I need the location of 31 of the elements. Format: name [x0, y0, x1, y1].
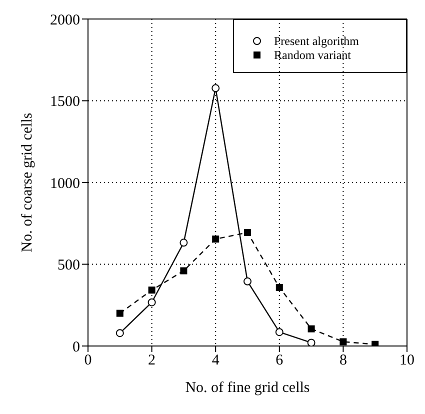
- point: [116, 329, 124, 338]
- point: [212, 236, 220, 243]
- x-tick-label: 6: [276, 352, 284, 369]
- x-tick-label: 0: [84, 352, 92, 369]
- y-tick-label: 500: [58, 258, 80, 274]
- point: [307, 338, 316, 346]
- point: [212, 84, 220, 92]
- point: [180, 267, 188, 274]
- y-tick-label: 1000: [50, 176, 80, 192]
- y-tick-label: 2000: [50, 12, 80, 28]
- point: [340, 338, 347, 346]
- y-axis-title: No. of coarse grid cells: [19, 112, 36, 252]
- point: [116, 310, 124, 317]
- point: [244, 229, 251, 236]
- legend-label: Random variant: [274, 48, 351, 62]
- x-tick-label: 4: [212, 352, 220, 369]
- y-tick-label: 1500: [50, 94, 80, 110]
- x-axis-title: No. of fine grid cells: [185, 380, 310, 396]
- point: [180, 238, 188, 247]
- y-tick-label: 0: [72, 339, 80, 356]
- x-tick-label: 10: [400, 352, 414, 369]
- point: [308, 325, 315, 332]
- x-tick-label: 2: [148, 352, 156, 369]
- point: [148, 286, 156, 294]
- point: [372, 340, 379, 346]
- point: [244, 277, 252, 286]
- legend-label: Present algorithm: [274, 34, 359, 48]
- point: [148, 298, 156, 306]
- x-tick-label: 8: [339, 352, 347, 369]
- point: [275, 328, 284, 336]
- point: [276, 284, 283, 291]
